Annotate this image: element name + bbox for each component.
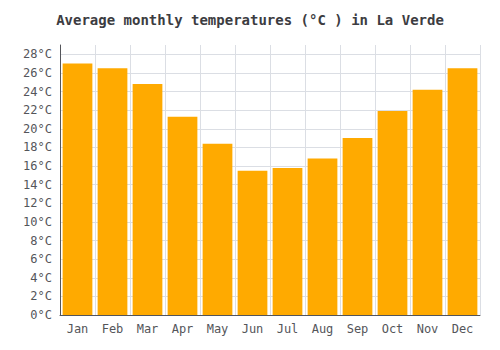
svg-text:Dec: Dec: [452, 322, 474, 336]
svg-text:Feb: Feb: [102, 322, 124, 336]
svg-text:Nov: Nov: [417, 322, 439, 336]
svg-text:4°C: 4°C: [30, 271, 52, 285]
svg-text:Apr: Apr: [172, 322, 194, 336]
svg-text:0°C: 0°C: [30, 308, 52, 322]
svg-text:18°C: 18°C: [23, 140, 52, 154]
svg-text:6°C: 6°C: [30, 252, 52, 266]
svg-text:16°C: 16°C: [23, 159, 52, 173]
svg-text:May: May: [207, 322, 229, 336]
svg-text:28°C: 28°C: [23, 47, 52, 61]
svg-text:Jan: Jan: [67, 322, 89, 336]
svg-text:Jun: Jun: [242, 322, 264, 336]
svg-text:Sep: Sep: [347, 322, 369, 336]
svg-text:Average monthly temperatures (: Average monthly temperatures (°C ) in La…: [56, 12, 444, 28]
svg-text:Mar: Mar: [137, 322, 159, 336]
svg-text:26°C: 26°C: [23, 66, 52, 80]
svg-text:22°C: 22°C: [23, 103, 52, 117]
svg-text:8°C: 8°C: [30, 234, 52, 248]
svg-text:24°C: 24°C: [23, 85, 52, 99]
svg-text:14°C: 14°C: [23, 178, 52, 192]
svg-text:Aug: Aug: [312, 322, 334, 336]
svg-text:20°C: 20°C: [23, 122, 52, 136]
svg-text:12°C: 12°C: [23, 196, 52, 210]
svg-text:2°C: 2°C: [30, 289, 52, 303]
svg-text:10°C: 10°C: [23, 215, 52, 229]
svg-text:Jul: Jul: [277, 322, 299, 336]
svg-text:Oct: Oct: [382, 322, 404, 336]
